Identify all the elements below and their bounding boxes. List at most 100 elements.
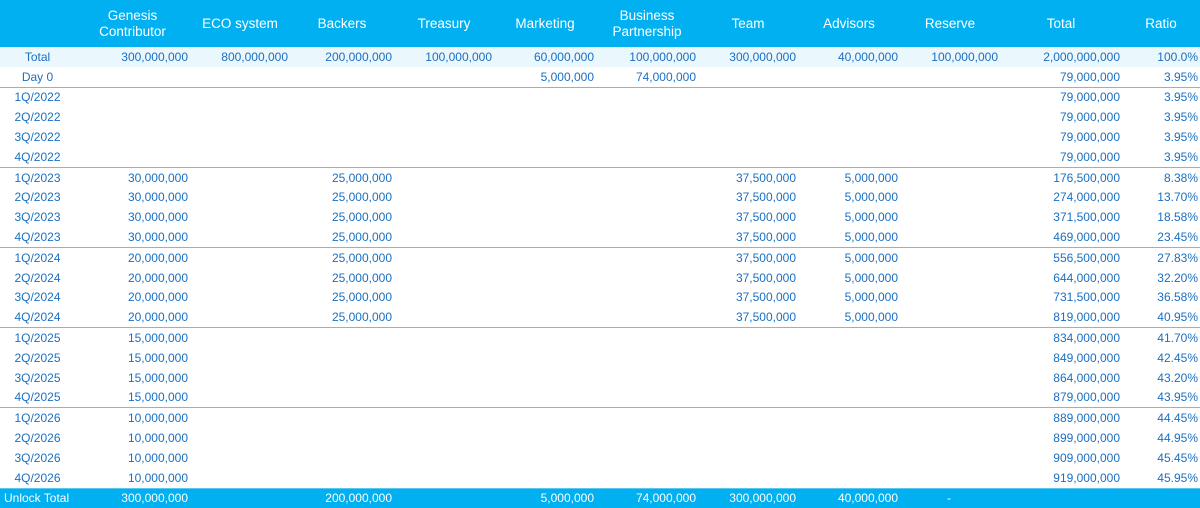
cell-treasury	[394, 487, 494, 508]
column-header-team: Team	[698, 0, 798, 47]
cell-marketing	[494, 268, 596, 288]
cell-backers: 25,000,000	[331, 270, 392, 285]
cell-genesis-contributor	[75, 107, 190, 127]
cell-eco-system	[190, 468, 290, 488]
cell-business-partnership	[596, 127, 698, 147]
cell-eco-system	[190, 388, 290, 408]
cell-reserve	[900, 166, 1000, 188]
cell-eco-system	[190, 348, 290, 368]
row-label: Day 0	[21, 69, 54, 84]
cell-genesis-contributor: 30,000,000	[127, 190, 188, 205]
cell-ratio: 3.95%	[1122, 86, 1200, 108]
cell-total: 79,000,000	[1059, 69, 1120, 84]
row-label: 1Q/2023	[0, 166, 75, 188]
cell-advisors	[798, 127, 900, 147]
cell-treasury	[394, 188, 494, 208]
cell-advisors	[798, 407, 900, 429]
cell-eco-system	[190, 166, 290, 188]
cell-reserve	[900, 388, 1000, 408]
cell-reserve	[900, 368, 1000, 388]
cell-eco-system	[190, 86, 290, 108]
cell-advisors	[798, 368, 900, 388]
cell-marketing	[494, 368, 596, 388]
cell-eco-system	[190, 288, 290, 308]
column-header-marketing: Marketing	[494, 0, 596, 47]
table-row: 4Q/2024 20,000,000 25,000,000 37,500,000 5,0…	[0, 307, 1200, 327]
cell-ratio	[1122, 487, 1200, 508]
cell-advisors: 40,000,000	[798, 47, 900, 67]
cell-marketing	[494, 388, 596, 408]
cell-marketing	[494, 246, 596, 268]
cell-genesis-contributor: 10,000,000	[127, 450, 188, 465]
cell-business-partnership	[596, 388, 698, 408]
cell-reserve	[900, 268, 1000, 288]
cell-treasury	[394, 368, 494, 388]
row-label: 4Q/2025	[14, 390, 61, 405]
cell-treasury	[394, 207, 494, 227]
cell-team	[698, 448, 798, 468]
cell-team	[698, 86, 798, 108]
unlock-total-row: Unlock Total 300,000,000 200,000,000 5,000,…	[0, 487, 1200, 508]
cell-advisors	[798, 348, 900, 368]
table-row: 1Q/2025 15,000,000 834,000,000 41.70%	[0, 327, 1200, 348]
cell-total: 176,500,000	[1000, 166, 1122, 188]
table-row: 4Q/2025 15,000,000 879,000,000 43.95%	[0, 388, 1200, 408]
row-label: 3Q/2024	[14, 290, 61, 305]
cell-treasury	[394, 86, 494, 108]
cell-team	[698, 407, 798, 429]
cell-advisors	[798, 86, 900, 108]
cell-genesis-contributor: 10,000,000	[127, 431, 188, 446]
cell-team	[698, 127, 798, 147]
cell-team: 300,000,000	[698, 47, 798, 67]
cell-team: 300,000,000	[698, 487, 798, 508]
cell-ratio: 41.70%	[1122, 327, 1200, 348]
table-row: 1Q/2026 10,000,000 889,000,000 44.45%	[0, 407, 1200, 429]
cell-ratio: 13.70%	[1157, 190, 1198, 205]
cell-total: 864,000,000	[1053, 370, 1120, 385]
cell-total: 79,000,000	[1059, 130, 1120, 145]
cell-ratio: 40.95%	[1157, 310, 1198, 325]
cell-eco-system	[190, 368, 290, 388]
cell-advisors	[798, 147, 900, 167]
cell-reserve	[900, 327, 1000, 348]
cell-treasury	[394, 388, 494, 408]
cell-eco-system	[190, 127, 290, 147]
cell-ratio: 3.95%	[1163, 149, 1198, 164]
row-label: 2Q/2025	[14, 350, 61, 365]
cell-backers	[290, 327, 394, 348]
table-row: 3Q/2024 20,000,000 25,000,000 37,500,000 5,0…	[0, 288, 1200, 308]
cell-backers: 25,000,000	[331, 290, 392, 305]
cell-ratio: 36.58%	[1157, 290, 1198, 305]
cell-genesis-contributor: 300,000,000	[75, 47, 190, 67]
cell-team: 37,500,000	[698, 166, 798, 188]
cell-business-partnership	[596, 86, 698, 108]
table-row: 1Q/2022 79,000,000 3.95%	[0, 86, 1200, 108]
cell-marketing	[494, 307, 596, 327]
cell-total: 469,000,000	[1053, 230, 1120, 245]
cell-eco-system	[190, 207, 290, 227]
cell-ratio: 32.20%	[1157, 270, 1198, 285]
cell-genesis-contributor: 15,000,000	[127, 350, 188, 365]
cell-backers: 25,000,000	[290, 166, 394, 188]
cell-team	[698, 388, 798, 408]
row-label: 2Q/2024	[14, 270, 61, 285]
cell-team	[698, 67, 798, 87]
cell-advisors	[798, 468, 900, 488]
cell-treasury	[394, 327, 494, 348]
table-row: 4Q/2026 10,000,000 919,000,000 45.95%	[0, 468, 1200, 488]
cell-total: 919,000,000	[1053, 470, 1120, 485]
cell-genesis-contributor: 300,000,000	[75, 487, 190, 508]
column-header-advisors: Advisors	[798, 0, 900, 47]
header-row: Genesis Contributor ECO system Backers Trea…	[0, 0, 1200, 47]
cell-business-partnership	[596, 268, 698, 288]
cell-marketing: 60,000,000	[494, 47, 596, 67]
cell-total: 879,000,000	[1053, 390, 1120, 405]
cell-business-partnership	[596, 448, 698, 468]
cell-marketing: 5,000,000	[494, 487, 596, 508]
cell-genesis-contributor: 20,000,000	[75, 246, 190, 268]
cell-backers	[290, 86, 394, 108]
cell-treasury	[394, 227, 494, 247]
cell-advisors: 5,000,000	[844, 210, 898, 225]
cell-backers	[290, 147, 394, 167]
cell-backers	[290, 448, 394, 468]
